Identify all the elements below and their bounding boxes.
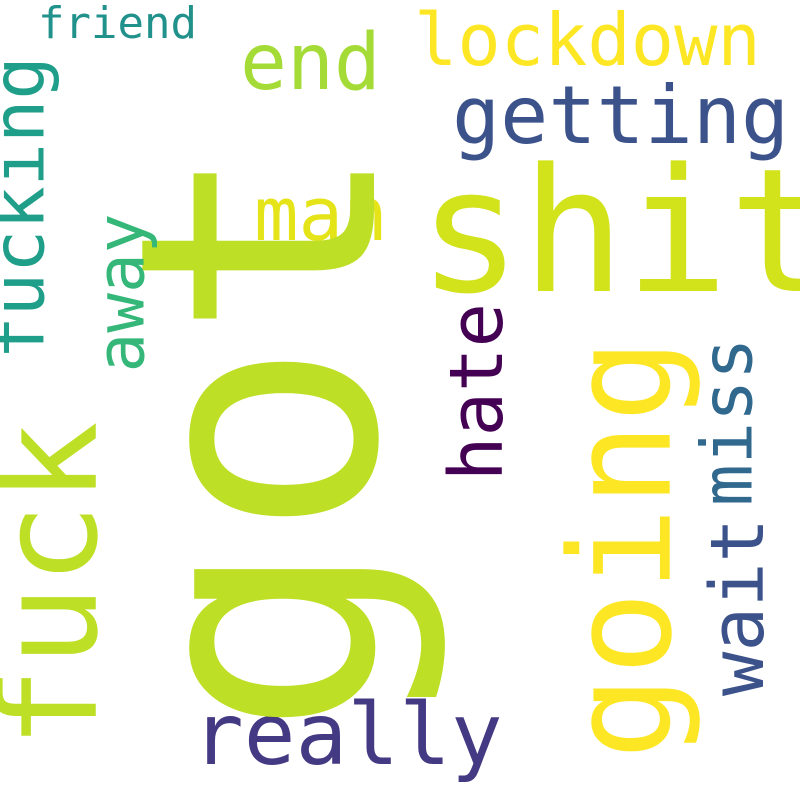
word-away: away [82, 213, 160, 373]
word-fuck: fuck [0, 421, 129, 749]
word-friend: friend [38, 0, 197, 49]
word-hate: hate [434, 302, 521, 482]
word-miss: miss [686, 337, 769, 507]
word-getting: getting [452, 69, 790, 162]
word-end: end [240, 18, 381, 108]
word-going: going [540, 338, 704, 760]
word-wait: wait [695, 517, 782, 697]
word-really: really [192, 685, 503, 785]
word-shit: shit [418, 131, 800, 332]
word-man: man [254, 172, 388, 258]
word-fucking: fucking [0, 56, 61, 360]
word-lockdown: lockdown [414, 0, 761, 82]
